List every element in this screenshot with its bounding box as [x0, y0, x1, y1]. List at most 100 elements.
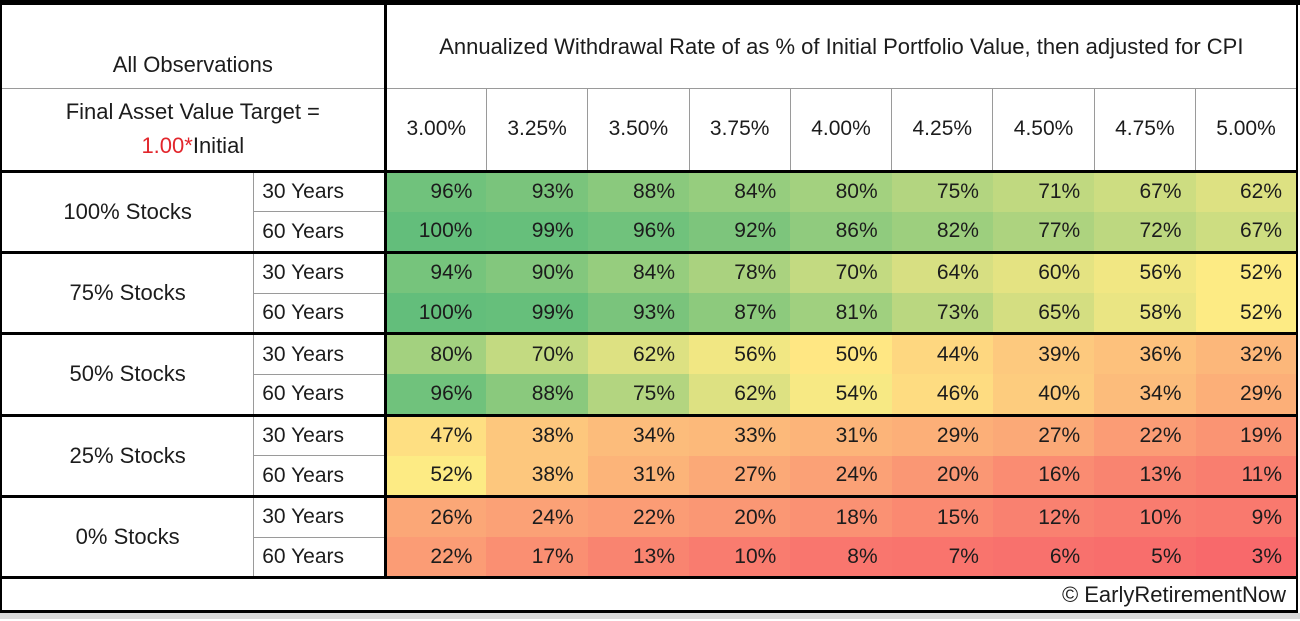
heatmap-cell: 80%	[385, 332, 487, 375]
heatmap-cell: 26%	[385, 495, 487, 538]
heatmap-cell: 71%	[992, 169, 1095, 212]
stock-allocation-label: 100% Stocks	[1, 169, 255, 253]
heatmap-cell: 100%	[385, 293, 487, 334]
heatmap-cell: 93%	[587, 293, 690, 334]
heatmap-cell: 31%	[587, 455, 690, 497]
heatmap-cell: 56%	[1094, 250, 1196, 294]
table-row: All Observations Annualized Withdrawal R…	[1, 5, 1297, 89]
rate-column-header: 4.25%	[891, 88, 993, 173]
heatmap-cell: 13%	[1094, 455, 1196, 497]
heatmap-cell: 64%	[891, 250, 993, 294]
heatmap-cell: 100%	[385, 211, 487, 253]
heatmap-cell: 32%	[1195, 332, 1297, 375]
heatmap-cell: 46%	[891, 374, 993, 416]
heatmap-cell: 17%	[486, 537, 588, 578]
heatmap-cell: 80%	[790, 169, 892, 212]
table-row: 60 Years 100% 99% 96% 92% 86% 82% 77% 72% 67%	[1, 211, 1297, 253]
heatmap-cell: 19%	[1195, 413, 1297, 456]
heatmap-cell: 96%	[385, 169, 487, 212]
heatmap-cell: 34%	[587, 413, 690, 456]
heatmap-cell: 24%	[790, 455, 892, 497]
heatmap-cell: 88%	[587, 169, 690, 212]
heatmap-cell: 34%	[1094, 374, 1196, 416]
heatmap-cell: 52%	[385, 455, 487, 497]
heatmap-cell: 93%	[486, 169, 588, 212]
heatmap-cell: 9%	[1195, 495, 1297, 538]
heatmap-cell: 40%	[992, 374, 1095, 416]
heatmap-cell: 82%	[891, 211, 993, 253]
horizon-label: 30 Years	[253, 495, 387, 538]
heatmap-cell: 13%	[587, 537, 690, 578]
heatmap-cell: 38%	[486, 455, 588, 497]
heatmap-cell: 22%	[385, 537, 487, 578]
stock-allocation-label: 50% Stocks	[1, 332, 255, 416]
heatmap-cell: 47%	[385, 413, 487, 456]
stock-allocation-label: 0% Stocks	[1, 494, 255, 578]
heatmap-cell: 90%	[486, 250, 588, 294]
rate-column-header: 3.50%	[587, 88, 690, 173]
rate-column-header: 3.25%	[485, 88, 588, 173]
heatmap-cell: 60%	[992, 250, 1095, 294]
heatmap-cell: 73%	[891, 293, 993, 334]
heatmap-cell: 70%	[486, 332, 588, 375]
heatmap-cell: 20%	[891, 455, 993, 497]
heatmap-cell: 10%	[689, 537, 791, 578]
heatmap-cell: 6%	[992, 537, 1095, 578]
horizon-label: 30 Years	[253, 413, 387, 457]
heatmap-cell: 33%	[689, 413, 791, 456]
heatmap-cell: 50%	[790, 332, 892, 375]
heatmap-cell: 84%	[587, 250, 690, 294]
table-row: 25% Stocks 30 Years 47% 38% 34% 33% 31% 29% 27% 2…	[1, 413, 1297, 497]
table-row: 60 Years 96% 88% 75% 62% 54% 46% 40% 34% 29%	[1, 374, 1297, 416]
heatmap-cell: 75%	[587, 374, 690, 416]
corner-title: All Observations	[1, 5, 387, 89]
table-row: 60 Years 22% 17% 13% 10% 8% 7% 6% 5% 3%	[1, 537, 1297, 578]
heatmap-cell: 62%	[689, 374, 791, 416]
heatmap-cell: 94%	[385, 250, 487, 294]
rate-column-header: 3.00%	[384, 88, 487, 173]
heatmap-cell: 52%	[1195, 293, 1297, 334]
horizon-label: 30 Years	[253, 169, 387, 213]
heatmap-cell: 39%	[992, 332, 1095, 375]
table-row: Final Asset Value Target = 1.00*Initial …	[1, 88, 1297, 173]
heatmap-cell: 22%	[1094, 413, 1196, 456]
horizon-label: 60 Years	[253, 537, 387, 578]
target-label: Final Asset Value Target =	[65, 99, 320, 124]
heatmap-cell: 58%	[1094, 293, 1196, 334]
heatmap-cell: 99%	[486, 211, 588, 253]
heatmap-cell: 22%	[587, 495, 690, 538]
heatmap-cell: 78%	[689, 250, 791, 294]
stock-allocation-label: 75% Stocks	[1, 250, 255, 334]
heatmap-cell: 70%	[790, 250, 892, 294]
heatmap-cell: 20%	[689, 495, 791, 538]
heatmap-cell: 62%	[587, 332, 690, 375]
table-row: 100% Stocks 30 Years 96% 93% 88% 84% 80% 75% 71%…	[1, 169, 1297, 253]
table-row: 75% Stocks 30 Years 94% 90% 84% 78% 70% 64% 60% 5…	[1, 250, 1297, 334]
heatmap-cell: 88%	[486, 374, 588, 416]
heatmap-cell: 38%	[486, 413, 588, 456]
table-row: © EarlyRetirementNow	[1, 576, 1297, 612]
target-suffix: Initial	[192, 133, 245, 158]
heatmap-cell: 52%	[1195, 250, 1297, 294]
horizon-label: 60 Years	[253, 374, 387, 416]
heatmap-cell: 31%	[790, 413, 892, 456]
horizon-label: 60 Years	[253, 455, 387, 497]
heatmap-cell: 27%	[992, 413, 1095, 456]
heatmap-cell: 77%	[992, 211, 1095, 253]
heatmap-cell: 18%	[790, 495, 892, 538]
heatmap-cell: 15%	[891, 495, 993, 538]
table-row: 60 Years 100% 99% 93% 87% 81% 73% 65% 58% 52%	[1, 293, 1297, 334]
bottom-border-strip	[0, 613, 1300, 620]
heatmap-cell: 56%	[689, 332, 791, 375]
rate-column-header: 4.50%	[992, 88, 1095, 173]
heatmap-cell: 8%	[790, 537, 892, 578]
table-row: 60 Years 52% 38% 31% 27% 24% 20% 16% 13% 11%	[1, 455, 1297, 497]
horizon-label: 60 Years	[253, 211, 387, 253]
heatmap-cell: 67%	[1195, 211, 1297, 253]
horizon-label: 30 Years	[253, 332, 387, 375]
chart-title: Annualized Withdrawal Rate of as % of In…	[385, 5, 1297, 89]
heatmap-cell: 72%	[1094, 211, 1196, 253]
heatmap-cell: 99%	[486, 293, 588, 334]
rate-column-header: 4.75%	[1093, 88, 1196, 173]
top-border-strip	[0, 0, 1300, 5]
